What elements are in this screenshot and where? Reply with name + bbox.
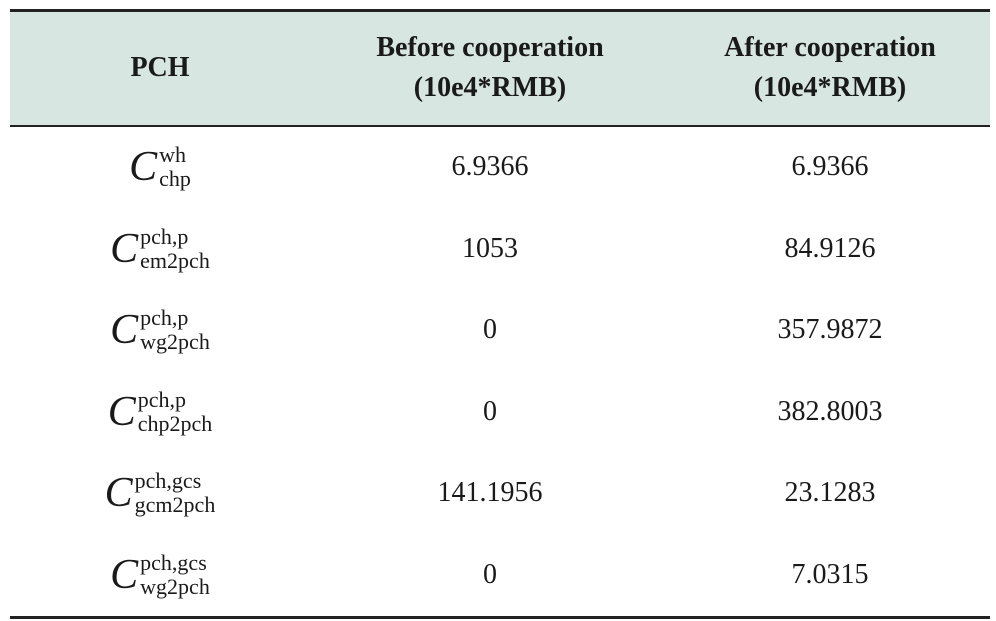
header-cell: Before cooperation (10e4*RMB) (310, 11, 670, 126)
superscript: pch,gcs (134, 468, 202, 494)
superscript: wh (159, 142, 187, 168)
table: PCH Before cooperation (10e4*RMB) After c… (10, 9, 990, 619)
table-cell: 6.9366 (451, 151, 529, 183)
table-cell: 6.9366 (791, 151, 869, 183)
table-cell: 0 (483, 558, 497, 590)
header-cell: After cooperation (10e4*RMB) (670, 11, 990, 126)
table-cell: 0 (483, 395, 497, 427)
table-cell: 23.1283 (784, 477, 876, 509)
subscript: em2pch (140, 247, 210, 273)
symbol-scripts: wh chp (159, 143, 191, 191)
symbol-scripts: pch,p wg2pch (140, 306, 210, 354)
symbol-letter: C (129, 144, 158, 191)
subscript: chp2pch (137, 410, 213, 436)
symbol-letter: C (110, 225, 139, 272)
symbol-scripts: pch,gcs wg2pch (140, 549, 210, 599)
symbol-letter: C (104, 470, 133, 517)
table-wrap: PCH Before cooperation (10e4*RMB) After c… (10, 9, 990, 619)
symbol-scripts: pch,p chp2pch (137, 386, 213, 436)
header-line: After cooperation (724, 32, 936, 64)
symbol-letter: C (110, 307, 139, 354)
superscript: pch,p (140, 223, 189, 249)
table-cell: 1053 (462, 232, 518, 264)
superscript: pch,p (140, 305, 189, 331)
header-row: PCH Before cooperation (10e4*RMB) After c… (10, 10, 990, 126)
table-cell: 357.9872 (777, 314, 883, 346)
symbol-scripts: pch,gcs gcm2pch (135, 469, 216, 517)
symbol-letter: C (107, 388, 136, 435)
table-cell: 7.0315 (791, 558, 869, 590)
header-line: Before cooperation (376, 32, 604, 64)
table-cell: 84.9126 (784, 232, 876, 264)
subscript: chp (159, 166, 191, 192)
symbol-scripts: pch,p em2pch (140, 223, 210, 273)
header-line: (10e4*RMB) (413, 72, 567, 104)
table-cell: 0 (483, 314, 497, 346)
subscript: wg2pch (140, 573, 210, 599)
header-line: (10e4*RMB) (753, 72, 907, 104)
subscript: wg2pch (140, 329, 210, 355)
subscript: gcm2pch (134, 492, 216, 518)
superscript: pch,p (137, 386, 186, 412)
superscript: pch,gcs (140, 549, 207, 575)
header-cell: PCH (130, 52, 190, 84)
symbol-letter: C (110, 551, 139, 598)
table-header: PCH Before cooperation (10e4*RMB) After c… (10, 10, 990, 126)
table-cell: 141.1956 (437, 477, 543, 509)
table-cell: 382.8003 (777, 395, 883, 427)
